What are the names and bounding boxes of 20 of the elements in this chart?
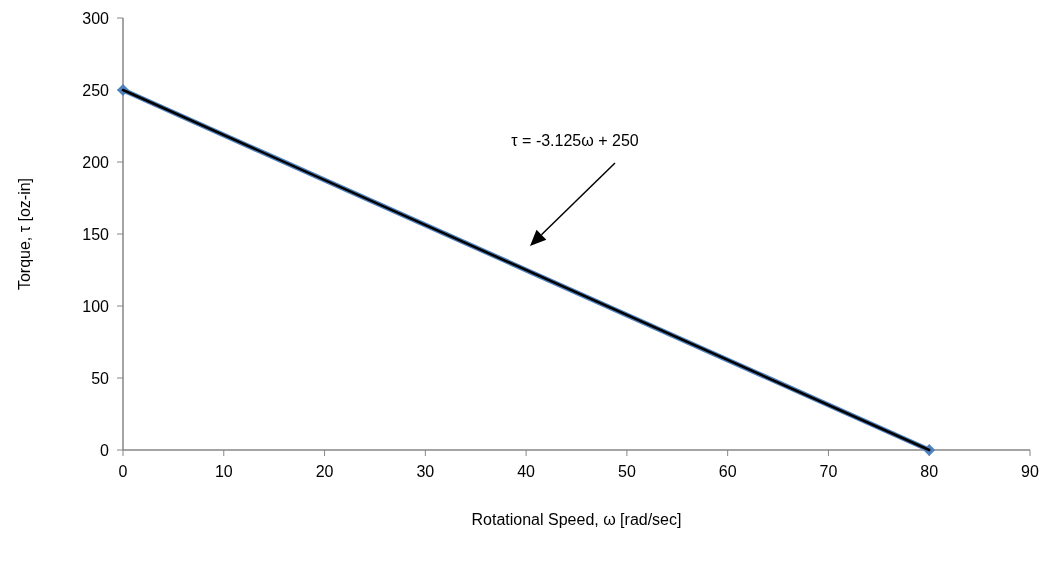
y-tick-label: 150 [82,225,110,243]
y-tick-label: 100 [82,297,110,315]
x-tick-label: 60 [718,463,737,480]
y-tick-label: 200 [82,153,110,171]
y-axis-title: Torque, τ [oz-in] [16,177,33,291]
x-tick-label: 20 [315,463,334,480]
x-tick-label: 80 [920,463,939,480]
x-tick-label: 40 [517,463,536,480]
y-tick-label: 50 [91,369,110,387]
x-tick-label: 30 [416,463,435,480]
x-axis-title: Rotational Speed, ω [rad/sec] [471,511,682,528]
y-tick-label: 300 [82,9,110,27]
x-tick-label: 0 [118,463,128,480]
x-tick-label: 90 [1021,463,1039,480]
x-tick-label: 10 [214,463,233,480]
y-tick-label: 0 [100,441,110,459]
x-tick-label: 70 [819,463,838,480]
y-tick-label: 250 [82,81,110,99]
annotation: τ = -3.125ω + 250 [511,132,639,149]
x-tick-label: 50 [617,463,636,480]
